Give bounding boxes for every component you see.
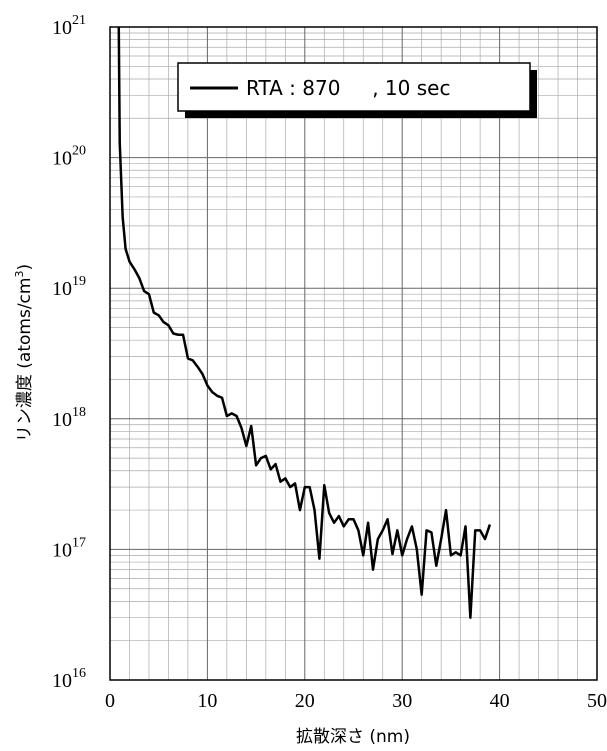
y-tick-exponent: 16 — [72, 666, 86, 681]
y-tick-exponent: 18 — [72, 405, 86, 420]
y-tick-label: 1019 — [52, 274, 86, 300]
x-tick-label: 40 — [490, 690, 510, 712]
y-axis-label: リン濃度 (atoms/cm3) — [13, 264, 35, 442]
y-tick-label: 1020 — [52, 144, 86, 170]
x-tick-label: 10 — [197, 690, 217, 712]
y-tick-label: 1017 — [52, 535, 86, 561]
legend-label: RTA : 870 , 10 sec — [246, 76, 450, 100]
y-axis-label-end: ) — [15, 264, 35, 271]
data-line — [117, 27, 492, 619]
y-tick-base: 10 — [52, 17, 72, 39]
y-tick-base: 10 — [52, 670, 72, 692]
x-tick-label: 30 — [392, 690, 412, 712]
y-tick-base: 10 — [52, 278, 72, 300]
y-tick-base: 10 — [52, 409, 72, 431]
plot-frame — [109, 26, 598, 681]
y-tick-exponent: 21 — [72, 13, 86, 28]
y-tick-exponent: 17 — [72, 535, 86, 550]
y-tick-exponent: 20 — [72, 144, 86, 159]
x-axis-label: 拡散深さ (nm) — [296, 727, 410, 747]
y-tick-exponent: 19 — [72, 274, 86, 289]
y-tick-label: 1021 — [52, 13, 86, 39]
x-tick-label: 20 — [295, 690, 315, 712]
y-tick-base: 10 — [52, 148, 72, 170]
y-axis-label-main: リン濃度 (atoms/cm — [15, 278, 35, 443]
series — [117, 27, 492, 619]
x-tick-label: 0 — [105, 690, 115, 712]
y-tick-base: 10 — [52, 539, 72, 561]
grid — [109, 26, 598, 681]
y-tick-label: 1016 — [52, 666, 86, 692]
y-tick-label: 1018 — [52, 405, 86, 431]
y-axis-label-sup: 3 — [13, 271, 26, 278]
x-tick-label: 50 — [587, 690, 607, 712]
